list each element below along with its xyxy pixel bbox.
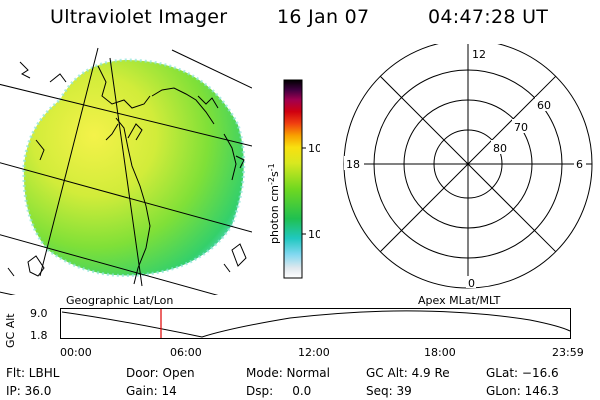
altitude-tick-max: 9.0 — [30, 307, 48, 320]
ip-info: IP: 36.0 — [6, 384, 52, 398]
colorbar-tick-10: 10 — [308, 228, 320, 241]
mlat-label-60: 60 — [537, 99, 551, 112]
altitude-axis-label: GC Alt — [4, 313, 17, 348]
filter-info: Flt: LBHL — [6, 366, 60, 380]
geographic-map — [0, 47, 252, 295]
altitude-curve — [61, 310, 571, 338]
earth-disk — [23, 60, 244, 276]
coastlines — [7, 61, 247, 285]
mode-info: Mode: Normal — [246, 366, 330, 380]
colorbar: 100 10 photon cm-2s-1 — [267, 79, 320, 279]
colorbar-tick-100: 100 — [308, 142, 320, 155]
altitude-tick-min: 1.8 — [30, 329, 48, 342]
glon-info: GLon: 146.3 — [486, 384, 559, 398]
time-tick-1800: 18:00 — [424, 346, 456, 359]
time-tick-1200: 12:00 — [298, 346, 330, 359]
door-info: Door: Open — [126, 366, 195, 380]
time-label: 04:47:28 UT — [428, 6, 549, 28]
dsp-info: Dsp: 0.0 — [246, 384, 312, 398]
gain-info: Gain: 14 — [126, 384, 177, 398]
gc-alt-info: GC Alt: 4.9 Re — [366, 366, 450, 380]
instrument-title: Ultraviolet Imager — [50, 6, 228, 28]
date-label: 16 Jan 07 — [277, 6, 370, 28]
seq-info: Seq: 39 — [366, 384, 412, 398]
time-tick-2359: 23:59 — [552, 346, 584, 359]
mlt-label-12: 12 — [472, 48, 486, 61]
mlat-label-70: 70 — [514, 121, 528, 134]
colorbar-unit: photon cm-2s-1 — [267, 163, 281, 244]
glat-info: GLat: −16.6 — [486, 366, 559, 380]
time-tick-0600: 06:00 — [170, 346, 202, 359]
polar-plot: 12 18 6 0 60 70 80 — [343, 44, 593, 290]
mlat-label-80: 80 — [493, 142, 507, 155]
map-caption: Geographic Lat/Lon — [66, 294, 174, 307]
mlt-label-6: 6 — [576, 158, 583, 171]
time-tick-0000: 00:00 — [60, 346, 92, 359]
altitude-plot — [60, 308, 571, 339]
mlt-label-0: 0 — [468, 277, 475, 290]
polar-caption: Apex MLat/MLT — [418, 294, 501, 307]
latlon-grid — [0, 47, 252, 295]
mlt-label-18: 18 — [346, 158, 360, 171]
